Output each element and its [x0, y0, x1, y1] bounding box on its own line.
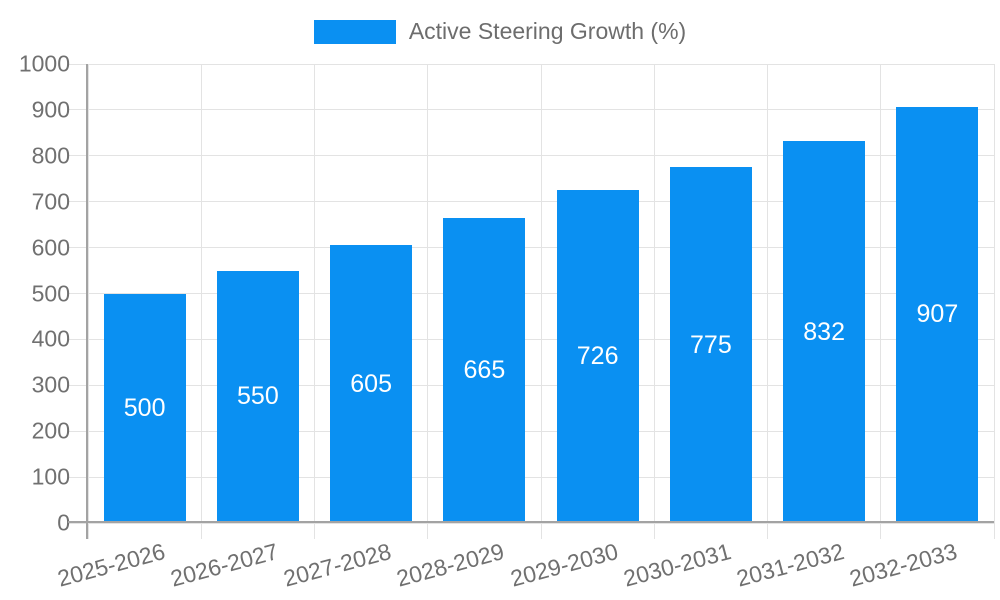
bar[interactable]: 605 [330, 245, 413, 523]
y-tick-label: 700 [31, 188, 70, 215]
x-gridline [993, 64, 995, 539]
y-axis-line [86, 64, 88, 539]
y-tick-label: 800 [31, 142, 70, 169]
bar[interactable]: 550 [216, 270, 299, 523]
x-gridline [653, 64, 655, 539]
bar-value-label: 500 [123, 393, 166, 422]
y-gridline [68, 476, 994, 478]
y-tick-label: 200 [31, 417, 70, 444]
x-gridline [767, 64, 768, 539]
bar[interactable]: 832 [783, 141, 866, 523]
y-tick-label: 600 [31, 234, 70, 261]
y-tick-label: 900 [31, 96, 70, 123]
bar[interactable]: 775 [669, 167, 752, 523]
y-gridline [68, 293, 994, 294]
y-tick-label: 1000 [18, 50, 70, 77]
bar-value-label: 775 [690, 330, 732, 359]
bar-value-label: 550 [237, 382, 279, 411]
y-gridline [68, 247, 994, 249]
bar-value-label: 832 [803, 317, 845, 346]
bar[interactable]: 907 [896, 106, 979, 523]
bar-value-label: 665 [463, 355, 506, 384]
x-gridline [314, 64, 315, 539]
bar-value-label: 907 [916, 300, 959, 329]
y-gridline [68, 201, 994, 203]
x-gridline [427, 64, 429, 539]
y-gridline [68, 384, 994, 386]
bar[interactable]: 500 [103, 293, 186, 523]
y-gridline [68, 109, 994, 111]
legend-swatch [313, 19, 396, 44]
y-tick-label: 400 [31, 325, 70, 352]
bar[interactable]: 726 [556, 189, 639, 523]
y-tick-label: 100 [31, 463, 70, 490]
bar[interactable]: 665 [443, 217, 526, 523]
y-tick-label: 500 [31, 280, 70, 306]
x-gridline [200, 64, 202, 539]
y-tick-label: 300 [31, 371, 70, 398]
x-gridline [880, 64, 882, 539]
x-axis-line [68, 521, 994, 523]
legend-label: Active Steering Growth (%) [408, 18, 687, 44]
y-tick-label: 0 [57, 509, 70, 536]
y-gridline [68, 430, 994, 432]
y-gridline [68, 63, 994, 65]
y-gridline [68, 338, 994, 340]
bar-value-label: 726 [576, 341, 619, 370]
bar-value-label: 605 [350, 369, 392, 398]
x-gridline [87, 64, 89, 539]
y-gridline [68, 522, 994, 524]
legend[interactable]: Active Steering Growth (%) [0, 18, 1000, 45]
x-gridline [540, 64, 542, 539]
y-gridline [68, 155, 994, 157]
